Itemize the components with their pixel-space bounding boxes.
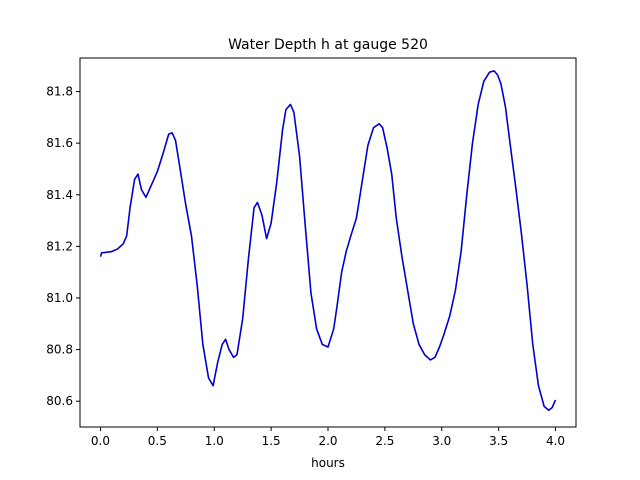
y-tick-label: 80.8 [46,343,73,357]
x-tick-label: 0.0 [91,434,110,448]
y-tick-label: 81.8 [46,85,73,99]
x-tick-label: 1.5 [262,434,281,448]
x-axis-label: hours [311,456,345,470]
x-tick-label: 4.0 [546,434,565,448]
x-tick-label: 3.0 [432,434,451,448]
x-tick-label: 0.5 [148,434,167,448]
chart-title: Water Depth h at gauge 520 [228,37,428,53]
y-tick-label: 81.2 [46,239,73,253]
y-tick-label: 80.6 [46,394,73,408]
y-tick-label: 81.0 [46,291,73,305]
y-tick-label: 81.6 [46,136,73,150]
series-line-0 [99,70,557,412]
y-tick-label: 81.4 [46,188,73,202]
x-tick-label: 2.5 [375,434,394,448]
x-tick-label: 1.0 [205,434,224,448]
y-axis: 80.6 80.8 81.0 81.2 81.4 81.6 81.8 [46,85,80,408]
x-tick-label: 3.5 [489,434,508,448]
x-axis: 0.0 0.5 1.0 1.5 2.0 2.5 3.0 3.5 4.0 [91,427,565,448]
series-layer [99,70,557,412]
plot-area [80,58,576,427]
x-tick-label: 2.0 [318,434,337,448]
